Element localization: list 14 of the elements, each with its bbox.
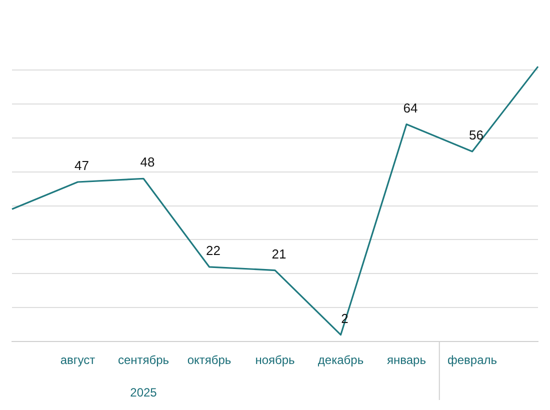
text: 2025: [130, 385, 158, 400]
x-tick-label: сентябрь: [118, 353, 170, 368]
data-label: 48: [140, 154, 155, 170]
data-label: 56: [469, 128, 484, 143]
x-tick-label: январь: [387, 353, 426, 368]
x-tick-label: февраль: [447, 353, 498, 368]
x-tick-label: октябрь: [187, 353, 232, 368]
data-label: 64: [403, 100, 418, 116]
data-label: 21: [272, 246, 286, 262]
x-tick-label: август: [60, 353, 96, 368]
data-label: 22: [206, 242, 220, 258]
data-label: 47: [74, 158, 89, 174]
x-tick-label: ноябрь: [255, 353, 295, 368]
x-tick-label: декабрь: [318, 353, 364, 368]
